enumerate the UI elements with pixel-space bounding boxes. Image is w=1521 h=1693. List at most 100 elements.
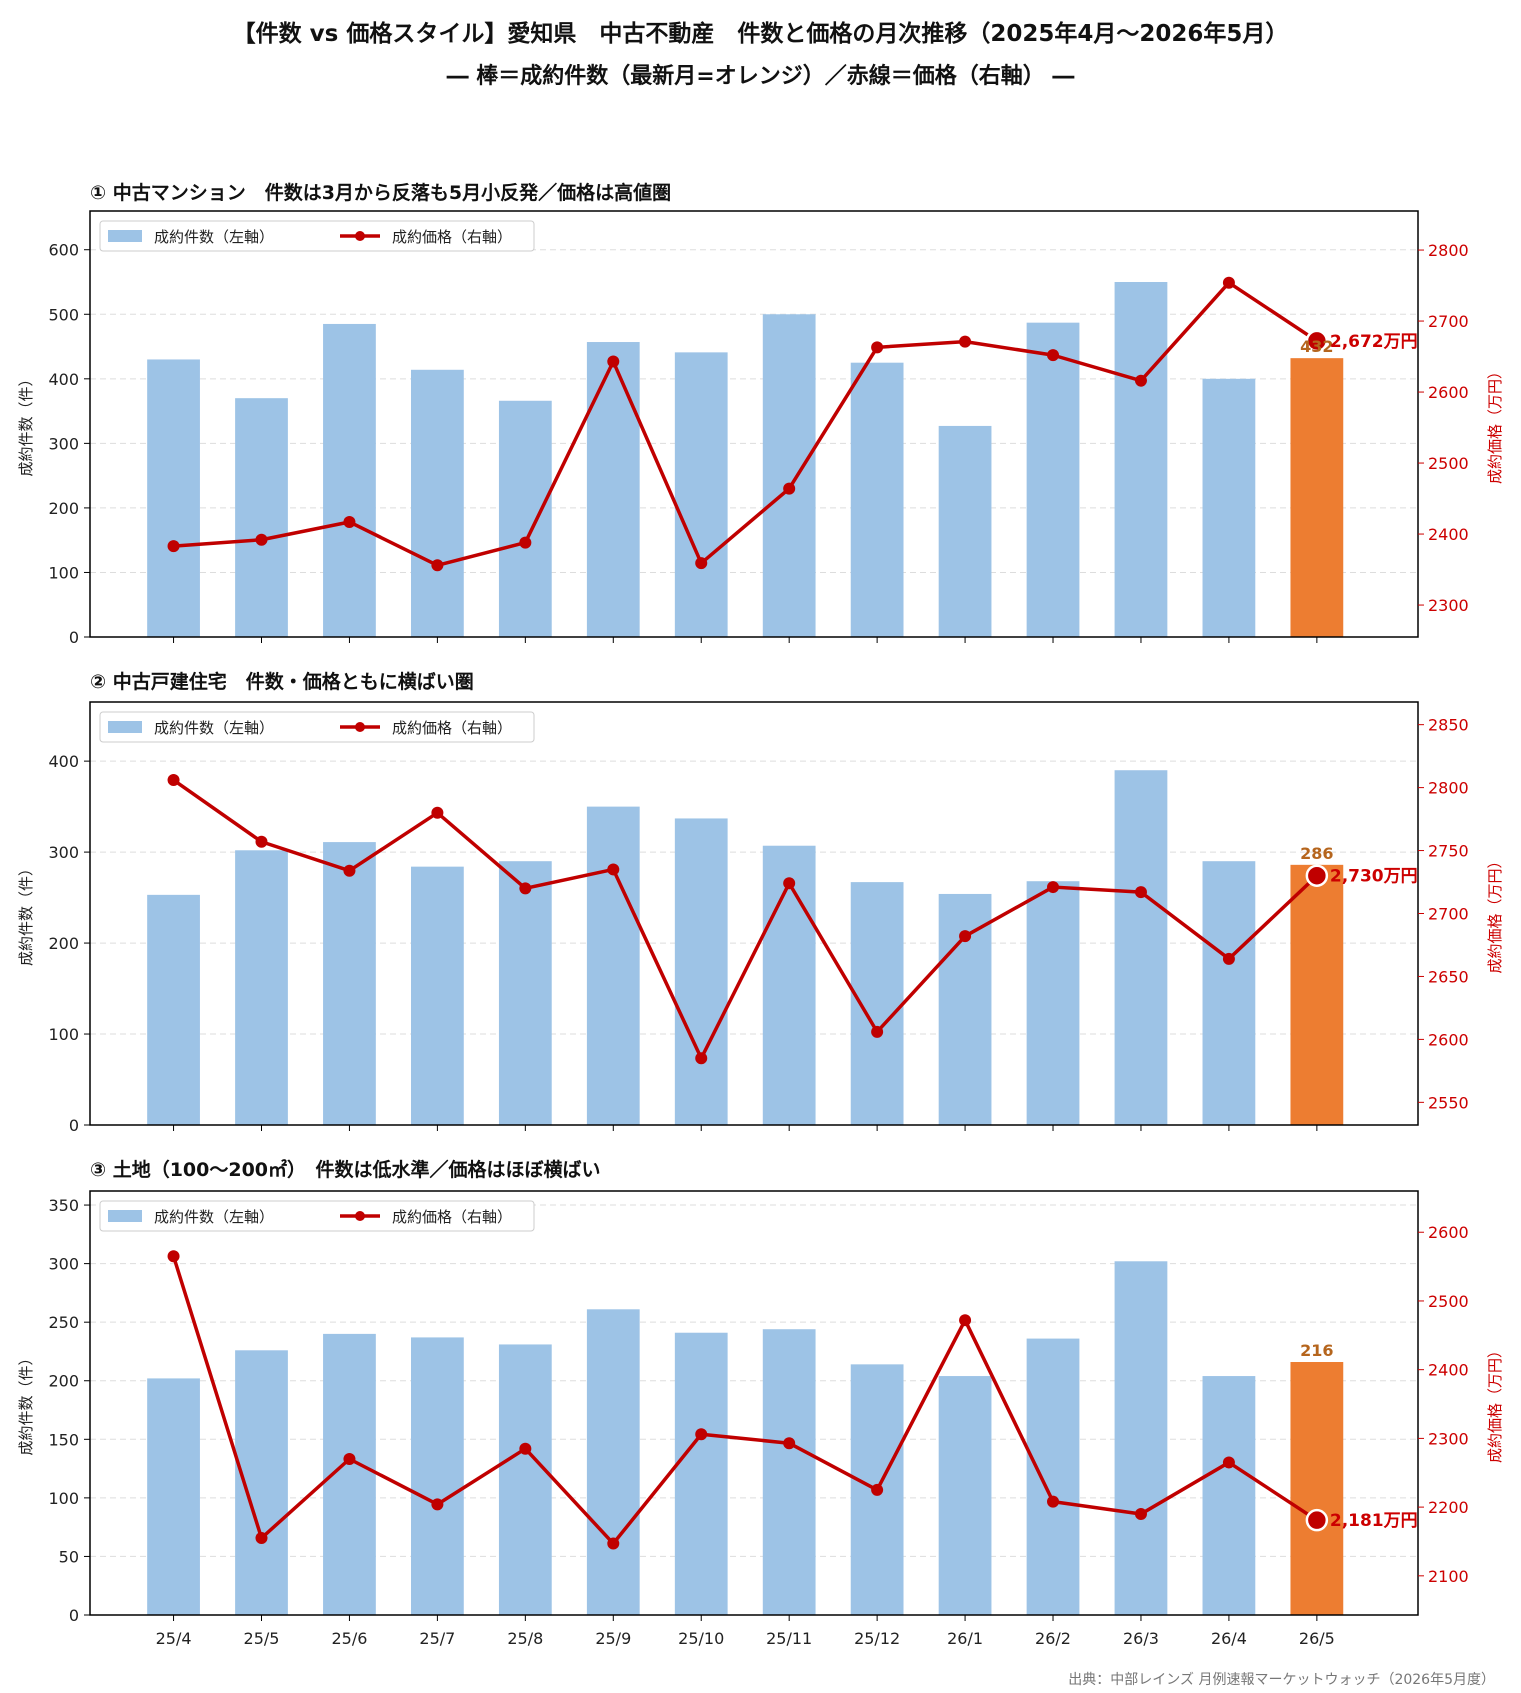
bar (586, 806, 640, 1125)
price-point (167, 1250, 180, 1263)
legend-line-marker (355, 722, 365, 732)
price-point (607, 863, 620, 876)
bar (147, 1378, 200, 1615)
chart-subtitle: ― 棒＝成約件数（最新月=オレンジ）／赤線＝価格（右軸） ― (446, 64, 1075, 89)
x-tick-label: 26/5 (1299, 1629, 1335, 1648)
y-tick-label: 600 (48, 241, 79, 260)
y-tick-label: 300 (48, 843, 79, 862)
latest-count-label: 216 (1300, 1341, 1333, 1360)
bar (498, 1344, 552, 1615)
y-tick-label: 100 (48, 1025, 79, 1044)
legend-bar-label: 成約件数（左軸） (154, 228, 274, 246)
bar-latest (1290, 358, 1344, 637)
price-point (1047, 881, 1060, 894)
latest-count-label: 286 (1300, 844, 1333, 863)
y-axis-label: 成約件数（件） (17, 371, 35, 476)
price-line (173, 280, 1318, 568)
price-point (255, 835, 268, 848)
price-point (783, 482, 796, 495)
y2-tick-label: 2500 (1428, 454, 1469, 473)
bar (938, 893, 992, 1125)
bar (674, 818, 728, 1125)
y-tick-label: 100 (48, 563, 79, 582)
bar (147, 359, 200, 637)
bar (674, 352, 728, 637)
y2-tick-label: 2800 (1428, 241, 1469, 260)
bar (762, 1329, 816, 1615)
price-line (172, 778, 1319, 1061)
price-point (343, 1453, 356, 1466)
bar-latest (1290, 1362, 1344, 1615)
bar (762, 314, 816, 637)
y2-tick-label: 2100 (1428, 1567, 1469, 1586)
bar (147, 894, 200, 1125)
panel-title-house: ② 中古戸建住宅 件数・価格ともに横ばい圏 (90, 671, 474, 693)
price-point (1222, 952, 1235, 965)
price-point (1222, 276, 1235, 289)
price-point (343, 864, 356, 877)
y2-tick-label: 2600 (1428, 383, 1469, 402)
bar (498, 861, 552, 1125)
y2-tick-label: 2300 (1428, 596, 1469, 615)
price-point-latest (1305, 864, 1329, 887)
panel-title-mansion: ① 中古マンション 件数は3月から反落も5月小反発／価格は高値圏 (90, 182, 672, 204)
bar (938, 1376, 992, 1615)
y2-tick-label: 2550 (1428, 1093, 1469, 1112)
price-point (871, 1025, 884, 1038)
legend-line-label: 成約価格（右軸） (392, 228, 512, 246)
x-tick-label: 26/1 (947, 1629, 983, 1648)
y2-tick-label: 2600 (1428, 1223, 1469, 1242)
y-tick-label: 350 (48, 1196, 79, 1215)
price-point (1134, 886, 1147, 899)
price-point (431, 559, 444, 572)
legend-bar-swatch (108, 721, 142, 733)
price-point-latest (1305, 329, 1329, 353)
y-tick-label: 0 (69, 628, 79, 647)
price-point (871, 341, 884, 354)
bar (498, 400, 552, 637)
bar (411, 1337, 464, 1615)
price-point (255, 533, 268, 546)
x-tick-label: 26/3 (1123, 1629, 1159, 1648)
latest-price-label: 2,181万円 (1330, 1511, 1418, 1531)
bar (1114, 770, 1168, 1125)
price-point (343, 515, 356, 528)
bar (850, 362, 904, 637)
x-tick-label: 26/2 (1035, 1629, 1071, 1648)
bar (674, 1332, 728, 1615)
y-tick-label: 200 (48, 1372, 79, 1391)
legend-bar-swatch (108, 230, 142, 242)
y-tick-label: 300 (48, 434, 79, 453)
price-point (1222, 1456, 1235, 1469)
y-tick-label: 400 (48, 370, 79, 389)
y2-tick-label: 2700 (1428, 312, 1469, 331)
price-point-latest (1305, 1508, 1329, 1532)
y-tick-label: 100 (48, 1489, 79, 1508)
y-tick-label: 0 (69, 1116, 79, 1135)
bar (1026, 1338, 1080, 1615)
y2-axis-label: 成約価格（万円） (1486, 364, 1504, 484)
bar (1114, 1261, 1168, 1615)
plot-frame (89, 1190, 1419, 1616)
y2-tick-label: 2300 (1428, 1429, 1469, 1448)
legend-bar-label: 成約件数（左軸） (154, 719, 274, 737)
legend-line-marker (355, 231, 365, 241)
y2-tick-label: 2600 (1428, 1030, 1469, 1049)
price-point (783, 1437, 796, 1450)
y2-tick-label: 2400 (1428, 525, 1469, 544)
price-point (695, 1428, 708, 1441)
y-tick-label: 300 (48, 1255, 79, 1274)
price-point (431, 1498, 444, 1511)
price-point (959, 1314, 972, 1327)
source-note: 出典：中部レインズ 月例速報マーケットウォッチ（2026年5月度） (1068, 1672, 1495, 1688)
price-point (871, 1483, 884, 1496)
x-tick-label: 26/4 (1211, 1629, 1247, 1648)
x-tick-label: 25/5 (244, 1629, 280, 1648)
y-axis-label: 成約件数（件） (17, 861, 35, 966)
price-point (695, 557, 708, 570)
x-tick-label: 25/8 (507, 1629, 543, 1648)
x-tick-label: 25/6 (331, 1629, 367, 1648)
price-point (167, 540, 180, 553)
price-point (959, 930, 972, 943)
y-tick-label: 50 (59, 1547, 79, 1566)
